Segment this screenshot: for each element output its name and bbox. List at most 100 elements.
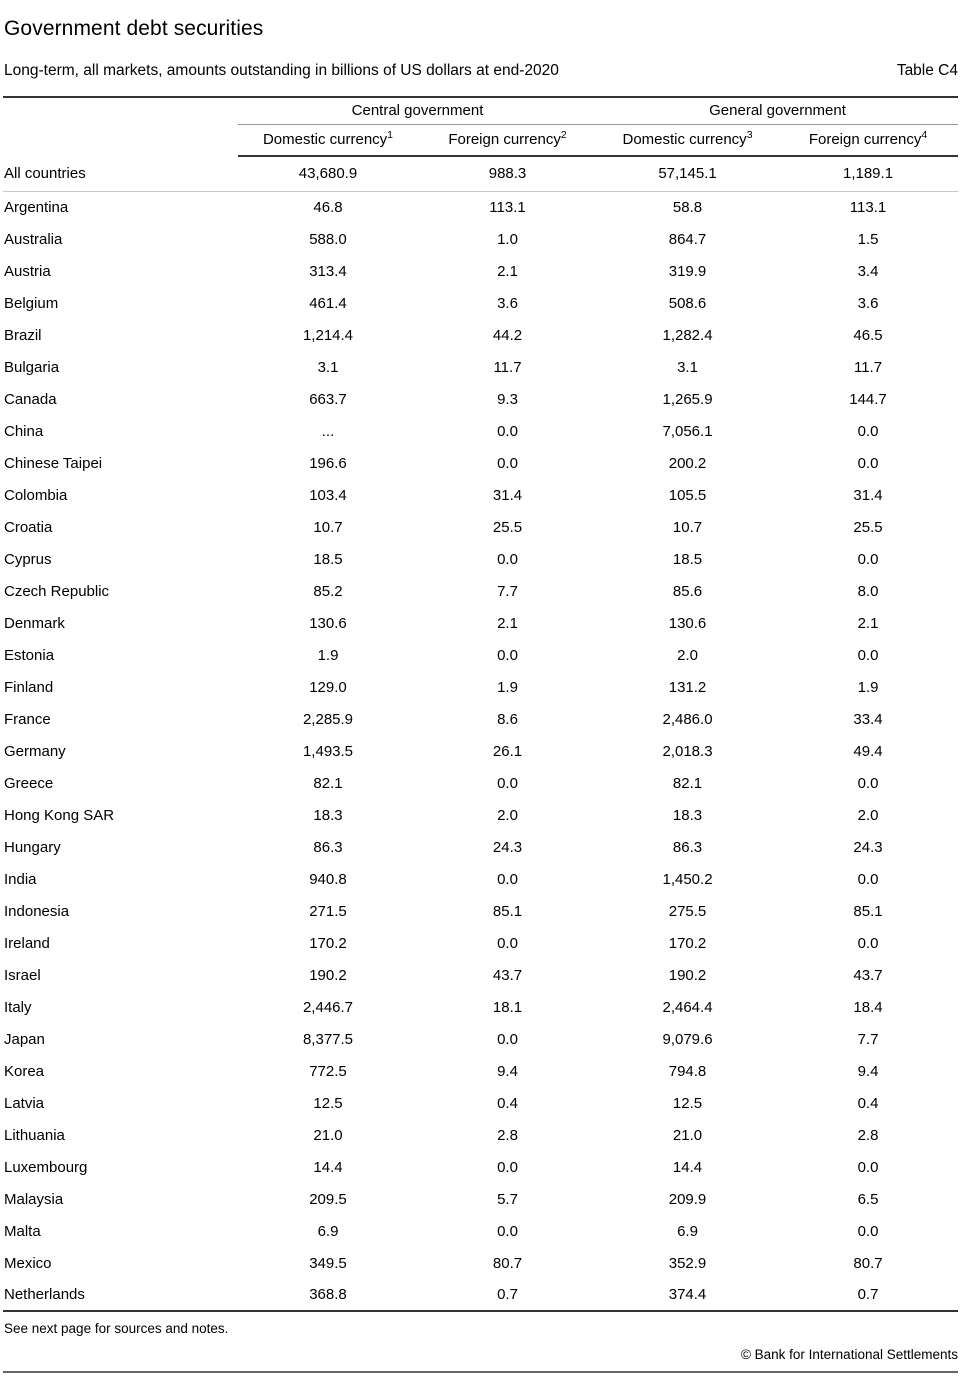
country-cell: Austria: [4, 262, 51, 280]
value-cell: 113.1: [849, 198, 887, 216]
table-body: All countries 43,680.9 988.3 57,145.1 1,…: [3, 156, 959, 1311]
value-cell: 24.3: [853, 838, 883, 856]
value-cell: 0.0: [857, 550, 879, 568]
country-cell: Canada: [4, 390, 57, 408]
table-row: India 940.8 0.0 1,450.2 0.0: [3, 863, 958, 895]
value-cell: 85.2: [313, 582, 343, 600]
value-cell: 44.2: [492, 326, 523, 344]
table-row: Latvia 12.5 0.4 12.5 0.4: [3, 1087, 958, 1119]
value-cell: 9.3: [497, 390, 518, 408]
table-row: Colombia 103.4 31.4 105.5 31.4: [3, 479, 958, 511]
table-row: Argentina 46.8 113.1 58.8 113.1: [3, 191, 958, 223]
table-row: Australia 588.0 1.0 864.7 1.5: [3, 223, 958, 255]
value-cell: 86.3: [672, 838, 703, 856]
table-row: Japan 8,377.5 0.0 9,079.6 7.7: [3, 1023, 958, 1055]
value-cell: 1.0: [497, 230, 518, 248]
value-cell: 80.7: [492, 1254, 523, 1272]
value-cell: 46.5: [853, 326, 883, 344]
value-cell: 58.8: [672, 198, 703, 216]
value-cell: 1.9: [857, 678, 879, 696]
subtitle-row: Long-term, all markets, amounts outstand…: [4, 62, 958, 80]
column-header-text: Foreign currency: [808, 131, 922, 149]
value-cell: 18.3: [672, 806, 703, 824]
value-cell: 940.8: [309, 870, 347, 888]
table-row: Czech Republic 85.2 7.7 85.6 8.0: [3, 575, 958, 607]
value-cell: 271.5: [309, 902, 347, 920]
value-cell: 1,265.9: [662, 390, 713, 408]
table-number-label: Table C4: [896, 62, 958, 79]
table-row: Denmark 130.6 2.1 130.6 2.1: [3, 607, 958, 639]
value-cell: 170.2: [668, 934, 707, 952]
country-cell: Korea: [4, 1062, 45, 1080]
value-cell: 2.8: [497, 1126, 518, 1144]
table-row: Chinese Taipei 196.6 0.0 200.2 0.0: [3, 447, 958, 479]
country-cell: Estonia: [4, 646, 55, 664]
column-header-text: Foreign currency: [448, 131, 561, 149]
value-cell: 0.0: [497, 550, 518, 568]
country-cell: Cyprus: [4, 550, 52, 568]
value-cell: 374.4: [668, 1286, 707, 1303]
table-row: Mexico 349.5 80.7 352.9 80.7: [3, 1247, 958, 1279]
value-cell: 85.6: [672, 582, 703, 600]
value-cell: 209.5: [309, 1190, 347, 1208]
value-cell: 2.1: [857, 614, 879, 632]
value-cell: 2.8: [857, 1126, 879, 1144]
country-cell: Netherlands: [4, 1286, 85, 1303]
value-cell: 313.4: [309, 262, 347, 280]
value-cell: 988.3: [418, 156, 598, 192]
value-cell: 0.0: [497, 1158, 518, 1176]
value-cell: 1,282.4: [662, 326, 713, 344]
table-row: Indonesia 271.5 85.1 275.5 85.1: [3, 895, 958, 927]
value-cell: 8,377.5: [302, 1030, 354, 1048]
sources-note: See next page for sources and notes.: [4, 1321, 229, 1336]
value-cell: 6.5: [857, 1190, 879, 1208]
value-cell: 1.9: [497, 678, 518, 696]
footnote-marker: 2: [560, 129, 567, 142]
value-cell: 772.5: [309, 1062, 347, 1080]
value-cell: 24.3: [492, 838, 523, 856]
value-cell: 14.4: [313, 1158, 343, 1176]
value-cell: 3.4: [857, 262, 879, 280]
value-cell: 82.1: [672, 774, 703, 792]
country-cell: Denmark: [4, 614, 65, 632]
value-cell: 0.7: [857, 1286, 879, 1303]
table-row: Austria 313.4 2.1 319.9 3.4: [3, 255, 958, 287]
value-cell: 18.4: [853, 998, 883, 1016]
value-cell: 1,493.5: [302, 742, 354, 760]
country-cell: Hungary: [4, 838, 61, 856]
country-cell: China: [4, 422, 44, 440]
value-cell: 10.7: [313, 518, 343, 536]
value-cell: 8.6: [497, 710, 518, 728]
table-subtitle: Long-term, all markets, amounts outstand…: [4, 62, 559, 79]
value-cell: 3.6: [497, 294, 518, 312]
table-row: Ireland 170.2 0.0 170.2 0.0: [3, 927, 958, 959]
value-cell: 1.5: [857, 230, 879, 248]
value-cell: 0.0: [497, 422, 518, 440]
value-cell: 1,450.2: [662, 870, 713, 888]
value-cell: 6.9: [677, 1222, 698, 1240]
country-cell: Belgium: [4, 294, 59, 312]
country-cell: Italy: [4, 998, 32, 1016]
value-cell: 9.4: [857, 1062, 879, 1080]
value-cell: 25.5: [492, 518, 523, 536]
value-cell: 0.0: [497, 1222, 518, 1240]
table-row: Cyprus 18.5 0.0 18.5 0.0: [3, 543, 958, 575]
value-cell: 2.1: [497, 262, 518, 280]
value-cell: 3.6: [857, 294, 879, 312]
value-cell: 144.7: [849, 390, 887, 408]
value-cell: 11.7: [853, 358, 883, 376]
value-cell: 43.7: [853, 966, 883, 984]
value-cell: 2,018.3: [662, 742, 713, 760]
value-cell: 43.7: [492, 966, 523, 984]
country-cell: France: [4, 710, 51, 728]
country-cell: Czech Republic: [4, 582, 110, 600]
table-row: Canada 663.7 9.3 1,265.9 144.7: [3, 383, 958, 415]
table-row: Greece 82.1 0.0 82.1 0.0: [3, 767, 958, 799]
country-cell: Latvia: [4, 1094, 45, 1112]
column-header-foreign-currency-2: Foreign currency2: [418, 124, 598, 157]
value-cell: 2,446.7: [302, 998, 354, 1016]
value-cell: 1,189.1: [778, 156, 959, 192]
value-cell: 0.0: [497, 646, 518, 664]
value-cell: 11.7: [493, 358, 522, 376]
value-cell: 508.6: [668, 294, 707, 312]
